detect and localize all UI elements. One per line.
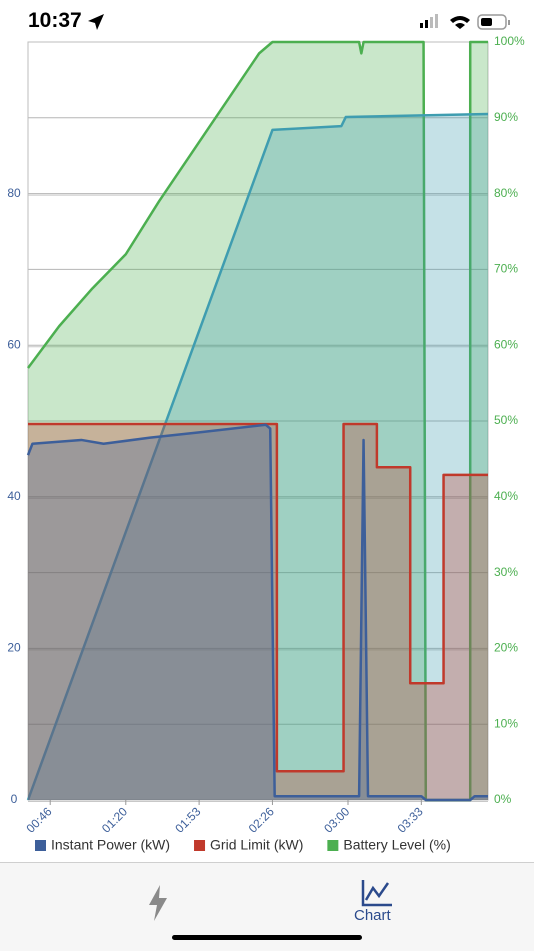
y2-tick-label: 90% <box>494 110 518 124</box>
status-time: 10:37 <box>28 9 82 32</box>
legend-swatch <box>327 840 339 851</box>
legend-swatch <box>194 840 206 851</box>
y-tick-label: 20 <box>7 641 21 655</box>
area-fill <box>28 424 488 800</box>
legend-label: Grid Limit (kW) <box>210 837 303 853</box>
status-icons <box>420 14 510 30</box>
y2-tick-label: 40% <box>494 489 518 503</box>
y-tick-label: 0 <box>11 792 18 806</box>
tab-bar: Chart <box>0 862 534 951</box>
y2-tick-label: 0% <box>494 792 512 806</box>
y2-tick-label: 60% <box>494 337 518 351</box>
y2-tick-label: 20% <box>494 641 518 655</box>
legend-label: Battery Level (%) <box>343 837 450 853</box>
x-tick-label: 01:53 <box>172 804 203 835</box>
series-line <box>28 422 488 773</box>
y-tick-label: 80 <box>7 186 21 200</box>
area-fill <box>28 424 488 800</box>
x-tick-label: 03:33 <box>395 804 426 835</box>
area-fill <box>28 42 488 800</box>
y2-tick-label: 80% <box>494 186 518 200</box>
x-tick-label: 02:26 <box>246 804 277 835</box>
series-line <box>26 112 489 801</box>
legend-label: Instant Power (kW) <box>51 837 170 853</box>
y-tick-label: 40 <box>7 489 21 503</box>
y2-tick-label: 70% <box>494 262 518 276</box>
area-fill <box>28 114 488 800</box>
y2-tick-label: 100% <box>494 34 525 48</box>
y-tick-label: 60 <box>7 337 21 351</box>
legend-swatch <box>35 840 46 851</box>
x-tick-label: 01:20 <box>99 804 130 835</box>
chart-tab-icon[interactable] <box>360 878 394 908</box>
y2-tick-label: 50% <box>494 413 518 427</box>
chart: 0% 10% 20% 30% 40% 50% 60% 70% 80% 90% 100% 0 20 40 60… <box>7 34 525 853</box>
status-bar: 10:37 <box>0 0 534 42</box>
y2-tick-label: 10% <box>494 716 518 730</box>
power-tab-icon[interactable] <box>146 883 170 923</box>
x-tick-label: 03:00 <box>321 804 352 835</box>
location-icon <box>88 14 104 30</box>
home-indicator <box>172 935 362 940</box>
plot-border <box>27 41 489 801</box>
x-tick-label: 00:46 <box>23 804 54 835</box>
chart-tab-label[interactable]: Chart <box>354 907 391 924</box>
series-line <box>26 423 488 802</box>
y2-tick-label: 30% <box>494 565 518 579</box>
